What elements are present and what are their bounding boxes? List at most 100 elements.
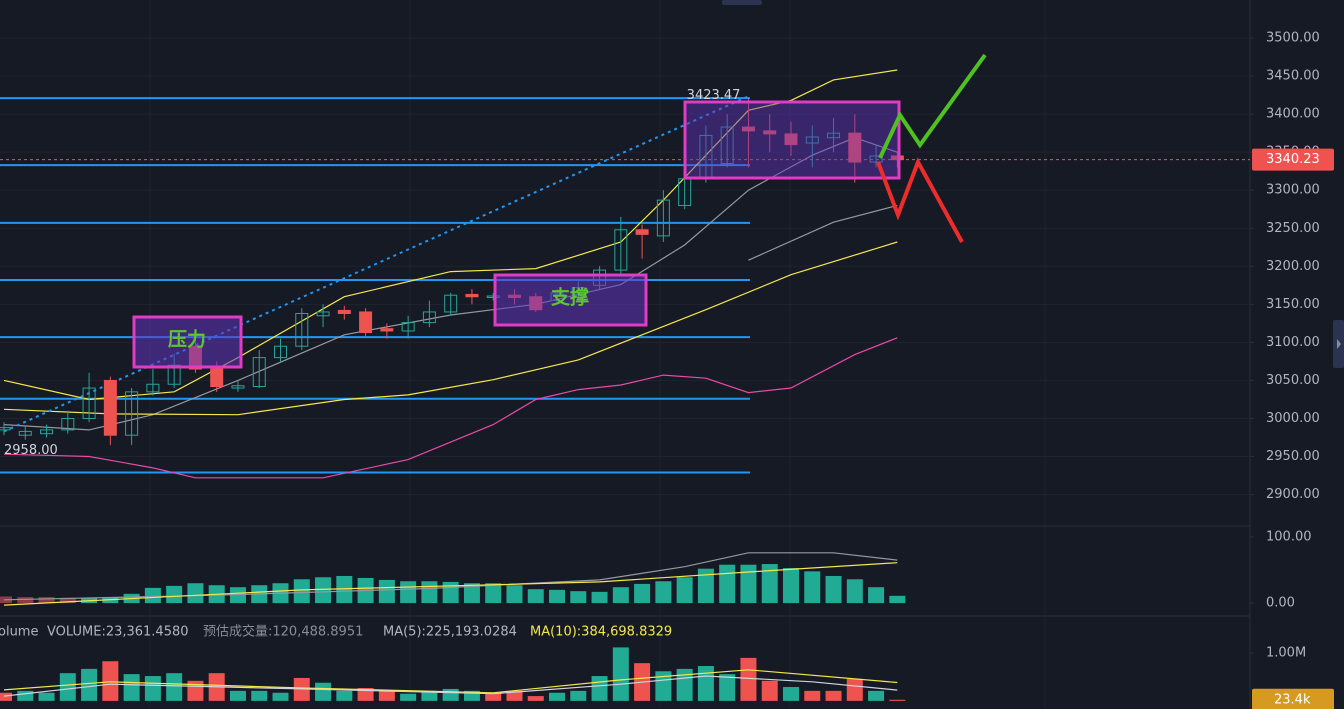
volume-bar [719, 674, 736, 701]
volume-bar [59, 673, 76, 701]
trend-line [3, 95, 749, 433]
volume-bar [612, 647, 629, 701]
volume-bar [38, 597, 55, 604]
range-box [683, 100, 901, 180]
volume-bar [421, 581, 438, 604]
candle-body [848, 132, 862, 163]
volume-bar [378, 579, 395, 604]
candle-body [61, 417, 75, 431]
volume-bar [17, 597, 34, 604]
volume-bar [676, 668, 693, 701]
candle-body [380, 328, 394, 332]
volume-bar [591, 591, 608, 604]
y-tick-label: 3100.00 [1266, 335, 1320, 350]
legend: olume VOLUME:23,361.4580 预估成交量:120,488.8… [0, 624, 672, 640]
annotation-boxes: 压力 支撑 [132, 100, 901, 369]
volume-bar [400, 693, 417, 701]
y-tick-label: 3050.00 [1266, 373, 1320, 388]
candle-body [316, 311, 330, 317]
candle-body [805, 136, 819, 144]
volume-bar [38, 692, 55, 701]
volume-bar [676, 577, 693, 604]
resistance-box [132, 315, 243, 369]
volume-bar [251, 690, 268, 701]
y-tick-label: 3500.00 [1266, 31, 1320, 46]
volume-bar [81, 668, 98, 701]
indicator-line [3, 552, 898, 601]
axis-layer: 2900.00 2950.00 3000.00 3050.00 3100.00 3150.… [1250, 31, 1334, 709]
volume-bar [378, 690, 395, 701]
annotation-label: 压力 [168, 328, 206, 351]
legend-item: MA(10):384,698.8329 [530, 625, 672, 640]
y-tick-label: 2900.00 [1266, 487, 1320, 502]
current-price-tag [1252, 148, 1334, 171]
volume-bar [846, 579, 863, 604]
volume-bar [485, 692, 502, 701]
candle-body [295, 312, 309, 347]
y-tick-label: 2950.00 [1266, 449, 1320, 464]
volume-bar [400, 581, 417, 604]
candle-body [274, 345, 288, 359]
candle-body [103, 379, 117, 436]
indicator-line [3, 337, 898, 479]
volume-bar [889, 699, 906, 701]
volume-bar [804, 571, 821, 604]
candle-body [465, 293, 479, 298]
volume-bar [485, 583, 502, 604]
volume-bar [697, 568, 714, 604]
candle-body [656, 199, 670, 237]
current-volume-tag [1252, 688, 1334, 709]
indicator-line [3, 669, 898, 694]
y-tick-label: 3300.00 [1266, 183, 1320, 198]
volume-bar [315, 682, 332, 701]
y-tick-label: 3250.00 [1266, 221, 1320, 236]
candle-body [146, 383, 160, 393]
annotation-label: 支撑 [550, 286, 589, 309]
legend-item: VOLUME:23,361.4580 [47, 625, 189, 640]
y-tick-label: 100.00 [1266, 529, 1312, 544]
volume-bar [868, 690, 885, 701]
y-tick-label: 3000.00 [1266, 411, 1320, 426]
candle-body [337, 309, 351, 314]
volume-bar [740, 657, 757, 701]
volume-bar [336, 575, 353, 604]
indicator-line [3, 562, 898, 606]
candle-body [741, 126, 755, 132]
volume-bar [782, 568, 799, 604]
candle-body [784, 133, 798, 146]
bear-arrow [876, 157, 964, 243]
volume-bar [144, 587, 161, 604]
candle-body [82, 387, 96, 419]
candle-body [890, 155, 904, 161]
side-handle-arrow [1337, 339, 1341, 349]
trend-label: 3423.47 [687, 88, 741, 103]
candle-body [252, 357, 266, 388]
volume-bar [846, 678, 863, 701]
indicator-line [748, 204, 898, 261]
candle-body [359, 311, 373, 333]
legend-item: olume [0, 625, 38, 640]
candle-body [614, 229, 628, 271]
y-tick-label: 3150.00 [1266, 297, 1320, 312]
volume-bar [612, 587, 629, 604]
volume-bar [570, 690, 587, 701]
plot-layer: 3423.47 2958.00 [0, 37, 1250, 701]
volume-bar [782, 687, 799, 701]
y-tick-label: 3400.00 [1266, 107, 1320, 122]
volume-bar [272, 692, 289, 701]
current-price-label: 3340.23 [1266, 152, 1320, 167]
candle-body [18, 430, 32, 436]
volume-bar [825, 690, 842, 701]
volume-bar [761, 680, 778, 701]
volume-bar [719, 564, 736, 604]
volume-bar [697, 666, 714, 701]
volume-bar [59, 597, 76, 604]
candle-body [401, 322, 415, 332]
volume-bar [591, 676, 608, 701]
y-tick-label: 3200.00 [1266, 259, 1320, 274]
candle-body [827, 132, 841, 139]
low-label: 2958.00 [4, 443, 58, 458]
y-tick-label: 3450.00 [1266, 69, 1320, 84]
candle-body [869, 155, 883, 163]
top-handle[interactable] [722, 0, 762, 5]
